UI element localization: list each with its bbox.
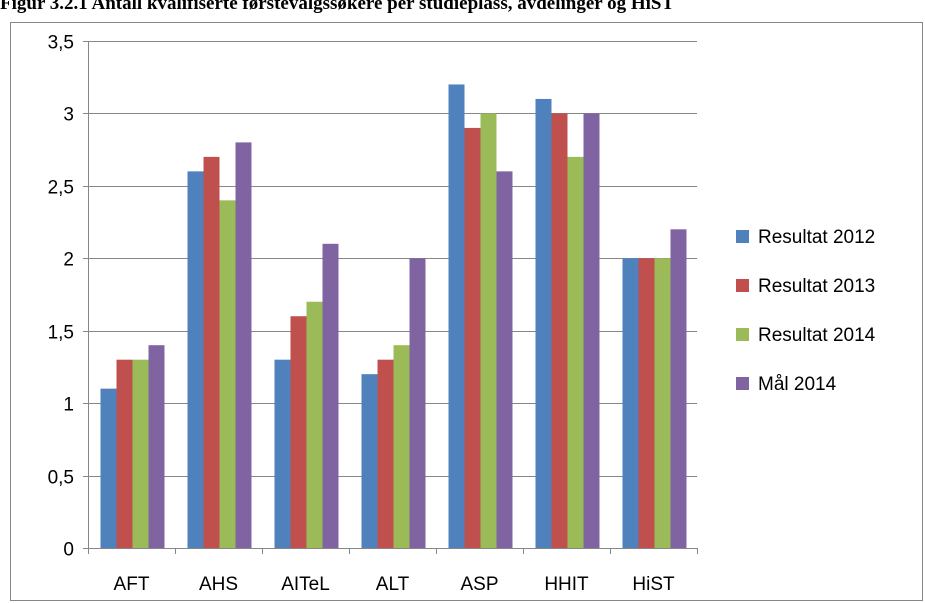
bar-resultat-2012-hhit (535, 98, 552, 548)
bar-resultat-2012-ahs (187, 171, 204, 548)
bar-resultat-2014-hhit (567, 156, 584, 548)
y-tick-label: 1 (63, 395, 74, 416)
x-tick-label: ASP (460, 574, 498, 595)
x-tick-label: AHS (199, 574, 238, 595)
bar-resultat-2013-ahs (203, 156, 220, 548)
bar-resultat-2013-aitel (290, 316, 307, 548)
bar-resultat-2012-hist (622, 258, 639, 548)
bar-resultat-2013-aft (116, 359, 133, 548)
legend: Resultat 2012 Resultat 2013 Resultat 2014 M… (736, 227, 876, 395)
x-tick-label: AITeL (281, 574, 330, 595)
legend-label-resultat-2012: Resultat 2012 (758, 227, 875, 248)
axes: 0 0,5 1 1,5 2 2,5 3 3,5 AFT AHS AITeL ALT ASP HHIT HiS… (48, 33, 698, 595)
bars (100, 84, 687, 549)
bar-resultat-2014-asp (480, 113, 497, 548)
bar-resultat-2012-alt (361, 374, 378, 548)
x-tick-label: ALT (376, 574, 410, 595)
bar-mal-2014-alt (409, 258, 426, 548)
bar-mal-2014-hhit (583, 113, 600, 548)
bar-mal-2014-ahs (235, 142, 252, 548)
legend-label-resultat-2014: Resultat 2014 (758, 325, 876, 346)
y-tick-label: 0 (63, 540, 74, 561)
legend-swatch-resultat-2013 (736, 279, 749, 292)
bar-mal-2014-aft (148, 345, 165, 548)
legend-swatch-mal-2014 (736, 377, 749, 390)
y-tick-label: 3 (63, 105, 74, 126)
figure-title: Figur 3.2.1 Antall kvalifiserte førsteva… (0, 0, 675, 14)
bar-mal-2014-hist (670, 229, 687, 549)
bar-resultat-2012-aitel (274, 359, 291, 548)
legend-swatch-resultat-2014 (736, 328, 749, 341)
bar-resultat-2014-ahs (219, 200, 236, 549)
y-tick-label: 1,5 (48, 323, 74, 344)
legend-swatch-resultat-2012 (736, 230, 749, 243)
bar-resultat-2013-hist (638, 258, 655, 548)
x-tick-label: AFT (114, 574, 150, 595)
bar-resultat-2013-asp (464, 127, 481, 549)
bar-resultat-2014-aft (132, 359, 149, 548)
y-tick-label: 2 (63, 250, 74, 271)
bar-resultat-2012-aft (100, 388, 117, 548)
bar-resultat-2013-alt (377, 359, 394, 548)
y-tick-label: 2,5 (48, 178, 74, 199)
x-tick-label: HHIT (544, 574, 589, 595)
legend-label-mal-2014: Mål 2014 (758, 374, 837, 395)
legend-label-resultat-2013: Resultat 2013 (758, 276, 875, 297)
y-tick-label: 3,5 (48, 33, 74, 54)
x-tick-label: HiST (632, 574, 675, 595)
bar-resultat-2014-hist (654, 258, 671, 548)
bar-resultat-2014-alt (393, 345, 410, 548)
bar-resultat-2013-hhit (551, 113, 568, 548)
bar-resultat-2014-aitel (306, 301, 323, 548)
bar-resultat-2012-asp (448, 84, 465, 548)
y-tick-label: 0,5 (48, 468, 74, 489)
bar-mal-2014-asp (496, 171, 513, 548)
bar-mal-2014-aitel (322, 243, 339, 549)
